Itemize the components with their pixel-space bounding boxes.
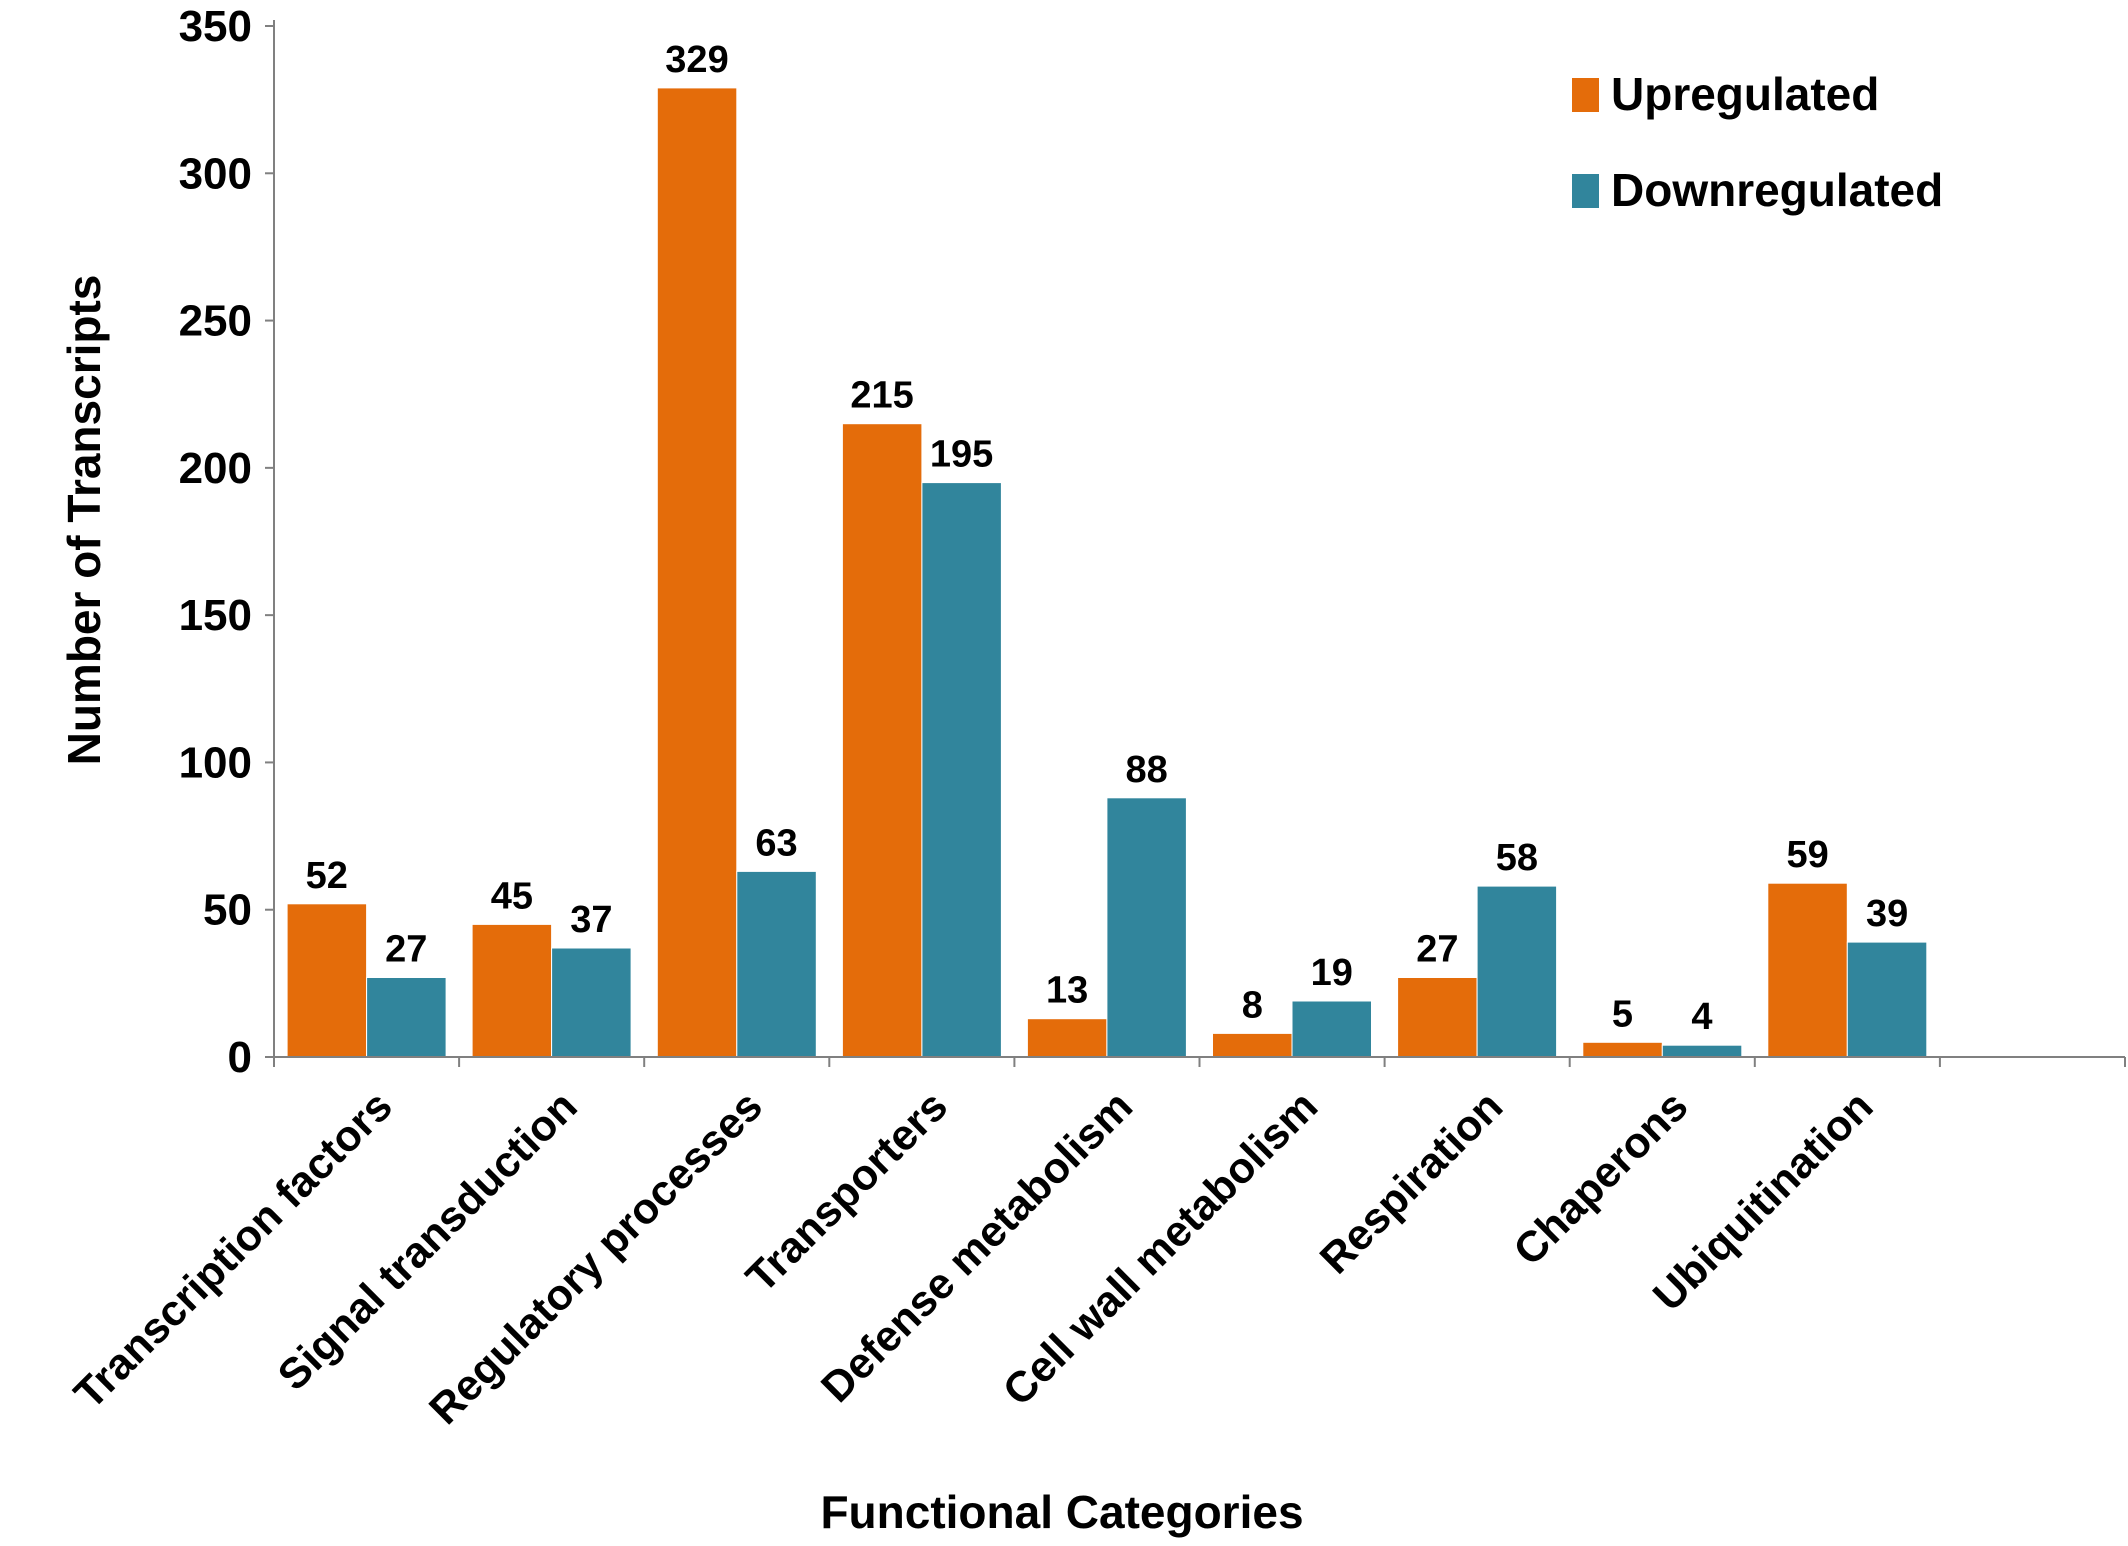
legend-label: Downregulated [1611,164,1943,216]
y-tick-label: 350 [179,2,252,51]
y-tick-label: 150 [179,591,252,640]
bar-downregulated [921,482,1002,1058]
data-label: 27 [1416,929,1458,971]
y-tick-label: 0 [228,1033,252,1082]
bar-upregulated [1767,882,1848,1058]
data-label: 52 [306,855,348,897]
x-tick-label: Cell wall metabolism [994,1082,1327,1415]
y-tick-label: 50 [203,886,252,935]
data-label: 88 [1126,749,1168,791]
bar-downregulated [736,870,817,1058]
bar-upregulated [656,87,738,1058]
data-label: 195 [930,434,993,476]
y-tick-label: 100 [179,738,252,787]
data-label: 37 [570,899,612,941]
x-tick-label: Defense metabolism [812,1082,1142,1412]
data-label: 13 [1046,970,1088,1012]
x-axis-title: Functional Categories [820,1486,1303,1538]
bar-upregulated [286,903,368,1058]
data-label: 39 [1866,893,1908,935]
y-tick-label: 300 [179,149,252,198]
legend: Upregulated Downregulated [1572,68,1943,216]
y-axis-ticks: 0 50 100 150 200 250 300 350 [179,2,274,1082]
bars [286,87,1928,1058]
bar-upregulated [1397,977,1478,1058]
legend-swatch-downregulated [1572,174,1599,208]
bar-upregulated [841,423,923,1058]
x-tick-label: Chaperons [1505,1082,1698,1275]
bar-upregulated [471,923,553,1058]
bar-upregulated [1582,1041,1663,1058]
x-tick-label: Regulatory processes [420,1082,772,1434]
x-tick-label: Signal transduction [269,1082,587,1400]
data-label: 63 [755,822,797,864]
bar-downregulated [1106,797,1187,1058]
x-tick-label: Transcription factors [65,1082,401,1418]
bar-downregulated [1846,941,1928,1058]
bar-upregulated [1026,1018,1108,1058]
data-label: 58 [1496,837,1538,879]
legend-label: Upregulated [1611,68,1879,120]
data-label: 4 [1691,996,1712,1038]
y-tick-label: 250 [179,297,252,346]
bar-downregulated [1476,885,1558,1058]
bar-upregulated [1212,1032,1293,1058]
data-label: 5 [1612,993,1633,1035]
bar-downregulated [366,977,447,1058]
y-axis-title: Number of Transcripts [58,275,110,766]
y-tick-label: 200 [179,444,252,493]
data-label: 329 [665,39,728,81]
bar-downregulated [1291,1000,1372,1058]
x-tick-label: Respiration [1311,1082,1512,1283]
data-label: 215 [850,375,913,417]
data-label: 59 [1786,834,1828,876]
bar-downregulated [1661,1044,1743,1058]
data-label: 19 [1311,952,1353,994]
data-label: 45 [491,875,533,917]
legend-swatch-upregulated [1572,78,1599,112]
data-label: 8 [1242,984,1263,1026]
data-label: 27 [385,929,427,971]
bar-downregulated [551,947,632,1058]
